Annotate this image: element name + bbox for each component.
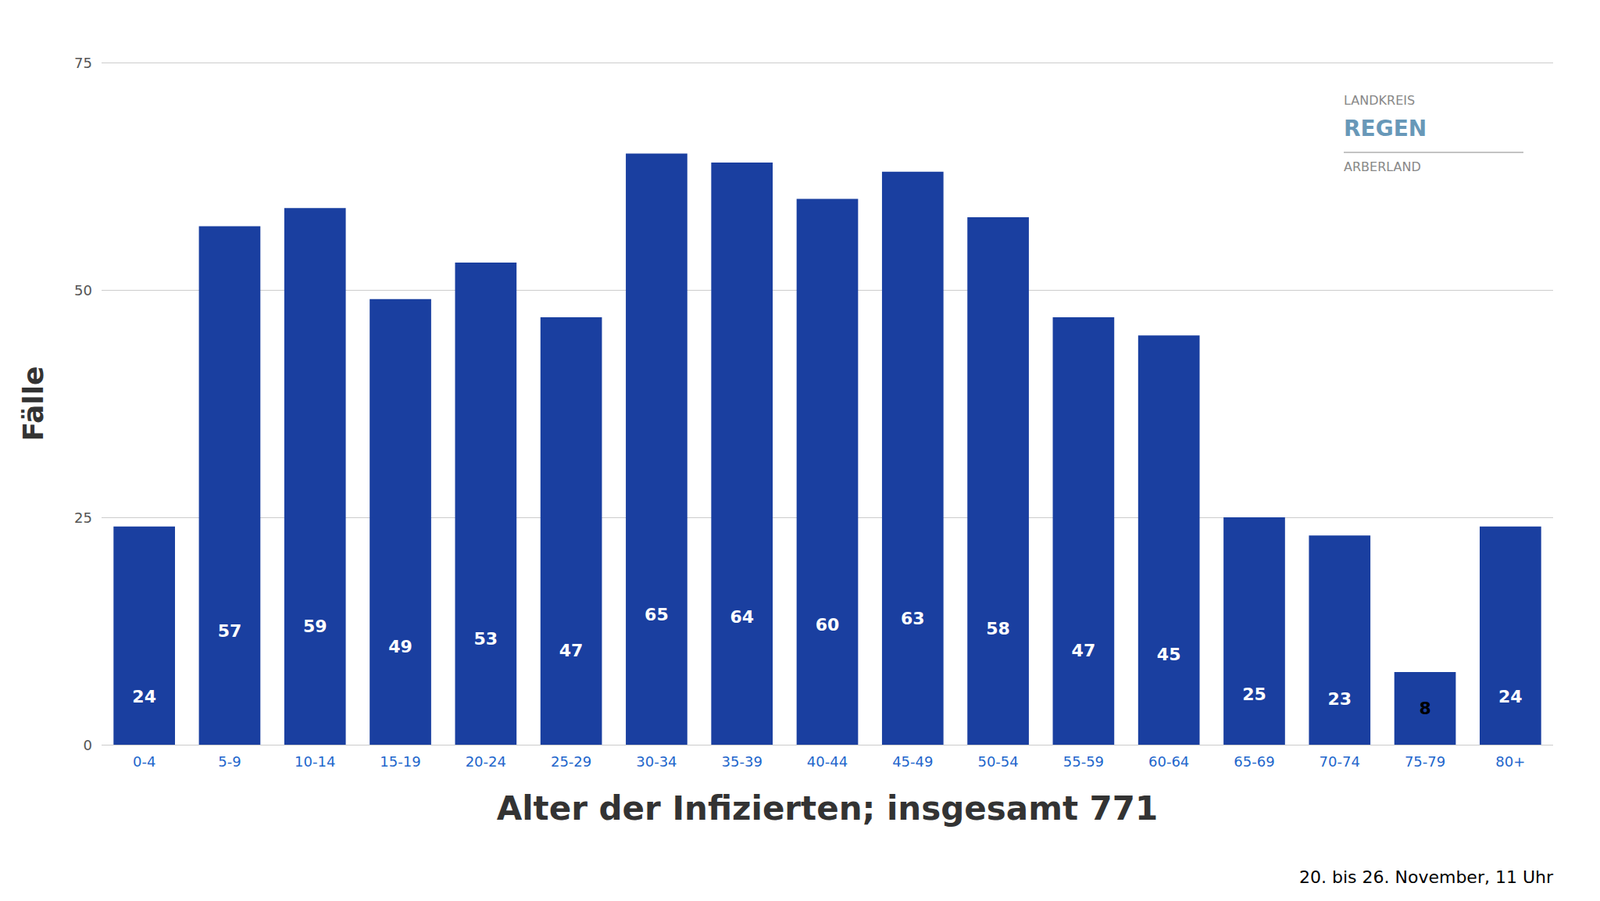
svg-text:20. bis 26. November, 11 Uhr: 20. bis 26. November, 11 Uhr: [1299, 867, 1554, 887]
svg-text:25-29: 25-29: [550, 753, 592, 770]
svg-text:5-9: 5-9: [217, 753, 241, 770]
svg-text:65: 65: [644, 604, 669, 625]
svg-text:45-49: 45-49: [892, 753, 933, 770]
svg-text:24: 24: [1498, 686, 1523, 707]
svg-text:20-24: 20-24: [465, 753, 507, 770]
svg-text:Alter der Infizierten; insgesa: Alter der Infizierten; insgesamt 771: [496, 789, 1159, 828]
svg-text:10-14: 10-14: [294, 753, 336, 770]
svg-text:53: 53: [474, 628, 499, 649]
svg-text:24: 24: [132, 686, 157, 707]
svg-text:30-34: 30-34: [635, 753, 677, 770]
svg-text:45: 45: [1157, 644, 1182, 665]
svg-text:LANDKREIS: LANDKREIS: [1343, 92, 1415, 108]
svg-text:58: 58: [985, 618, 1011, 639]
svg-text:Fälle: Fälle: [17, 366, 50, 442]
svg-text:80+: 80+: [1495, 753, 1525, 770]
svg-text:REGEN: REGEN: [1343, 115, 1427, 142]
svg-text:50: 50: [74, 282, 93, 299]
svg-text:59: 59: [303, 616, 328, 636]
svg-text:60: 60: [815, 614, 840, 635]
svg-text:64: 64: [729, 607, 754, 627]
svg-text:70-74: 70-74: [1319, 753, 1361, 770]
svg-text:49: 49: [388, 636, 413, 657]
svg-text:57: 57: [217, 621, 243, 641]
svg-text:75-79: 75-79: [1404, 753, 1446, 770]
svg-text:60-64: 60-64: [1148, 753, 1190, 770]
svg-text:23: 23: [1327, 689, 1352, 709]
svg-text:55-59: 55-59: [1063, 753, 1104, 770]
svg-text:40-44: 40-44: [807, 753, 848, 770]
svg-text:25: 25: [74, 509, 93, 526]
svg-text:63: 63: [900, 608, 925, 629]
svg-text:ARBERLAND: ARBERLAND: [1343, 159, 1422, 175]
svg-text:25: 25: [1242, 684, 1267, 704]
svg-text:75: 75: [74, 54, 93, 72]
svg-text:0-4: 0-4: [132, 753, 156, 770]
svg-text:50-54: 50-54: [977, 753, 1018, 770]
svg-text:0: 0: [83, 736, 93, 754]
svg-text:65-69: 65-69: [1233, 753, 1275, 770]
svg-text:47: 47: [1071, 640, 1097, 661]
svg-text:8: 8: [1418, 698, 1431, 718]
svg-text:15-19: 15-19: [379, 753, 421, 770]
svg-text:47: 47: [559, 640, 584, 661]
svg-text:35-39: 35-39: [721, 753, 763, 770]
